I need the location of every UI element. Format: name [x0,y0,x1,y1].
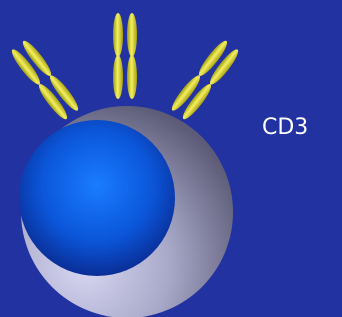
page: {"label": "CD3"} [0,0,342,317]
nucleus [19,120,175,276]
illustration: CD3 [0,0,342,317]
label: CD3 [262,115,308,140]
